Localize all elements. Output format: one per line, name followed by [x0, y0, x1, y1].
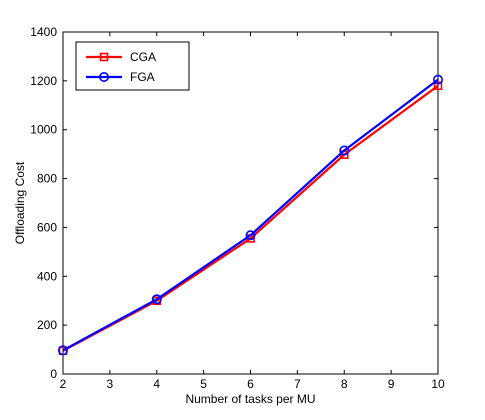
- series-fga: [57, 74, 443, 356]
- data-point-fga: [245, 230, 256, 241]
- x-tick-label: 2: [60, 377, 67, 391]
- x-tick-label: 5: [200, 377, 207, 391]
- legend-marker-cga: [99, 52, 109, 62]
- y-tick-label: 1000: [30, 123, 57, 137]
- x-tick-label: 6: [247, 377, 254, 391]
- y-axis-label: Offloading Cost: [13, 161, 27, 244]
- y-tick-label: 1400: [30, 25, 57, 39]
- y-tick-label: 200: [37, 318, 57, 332]
- x-axis-label: Number of tasks per MU: [185, 392, 315, 406]
- legend-marker-fga: [99, 72, 110, 83]
- axis-ticks: 2 3 4 5 6 7 8 9 10 0 200 400 600 800 1000 1200 1400: [30, 25, 445, 391]
- y-tick-label: 400: [37, 269, 57, 283]
- series-layer: [57, 74, 443, 356]
- legend-box: [75, 41, 190, 91]
- x-tick-label: 7: [294, 377, 301, 391]
- x-tick-label: 9: [388, 377, 395, 391]
- y-tick-label: 800: [37, 172, 57, 186]
- x-tick-label: 8: [341, 377, 348, 391]
- data-point-cga: [433, 81, 443, 91]
- y-tick-label: 600: [37, 220, 57, 234]
- data-point-fga: [432, 74, 443, 85]
- y-tick-label: 0: [50, 367, 57, 381]
- data-point-fga: [339, 145, 350, 156]
- x-tick-label: 3: [107, 377, 114, 391]
- series-line-fga: [62, 78, 439, 352]
- x-tick-label: 10: [431, 377, 445, 391]
- data-point-fga: [57, 345, 68, 356]
- x-tick-label: 4: [153, 377, 160, 391]
- data-point-fga: [151, 294, 162, 305]
- y-tick-label: 1200: [30, 74, 57, 88]
- legend-label-fga: FGA: [130, 70, 155, 84]
- legend-label-cga: CGA: [130, 50, 156, 64]
- legend: CGA FGA: [75, 41, 190, 91]
